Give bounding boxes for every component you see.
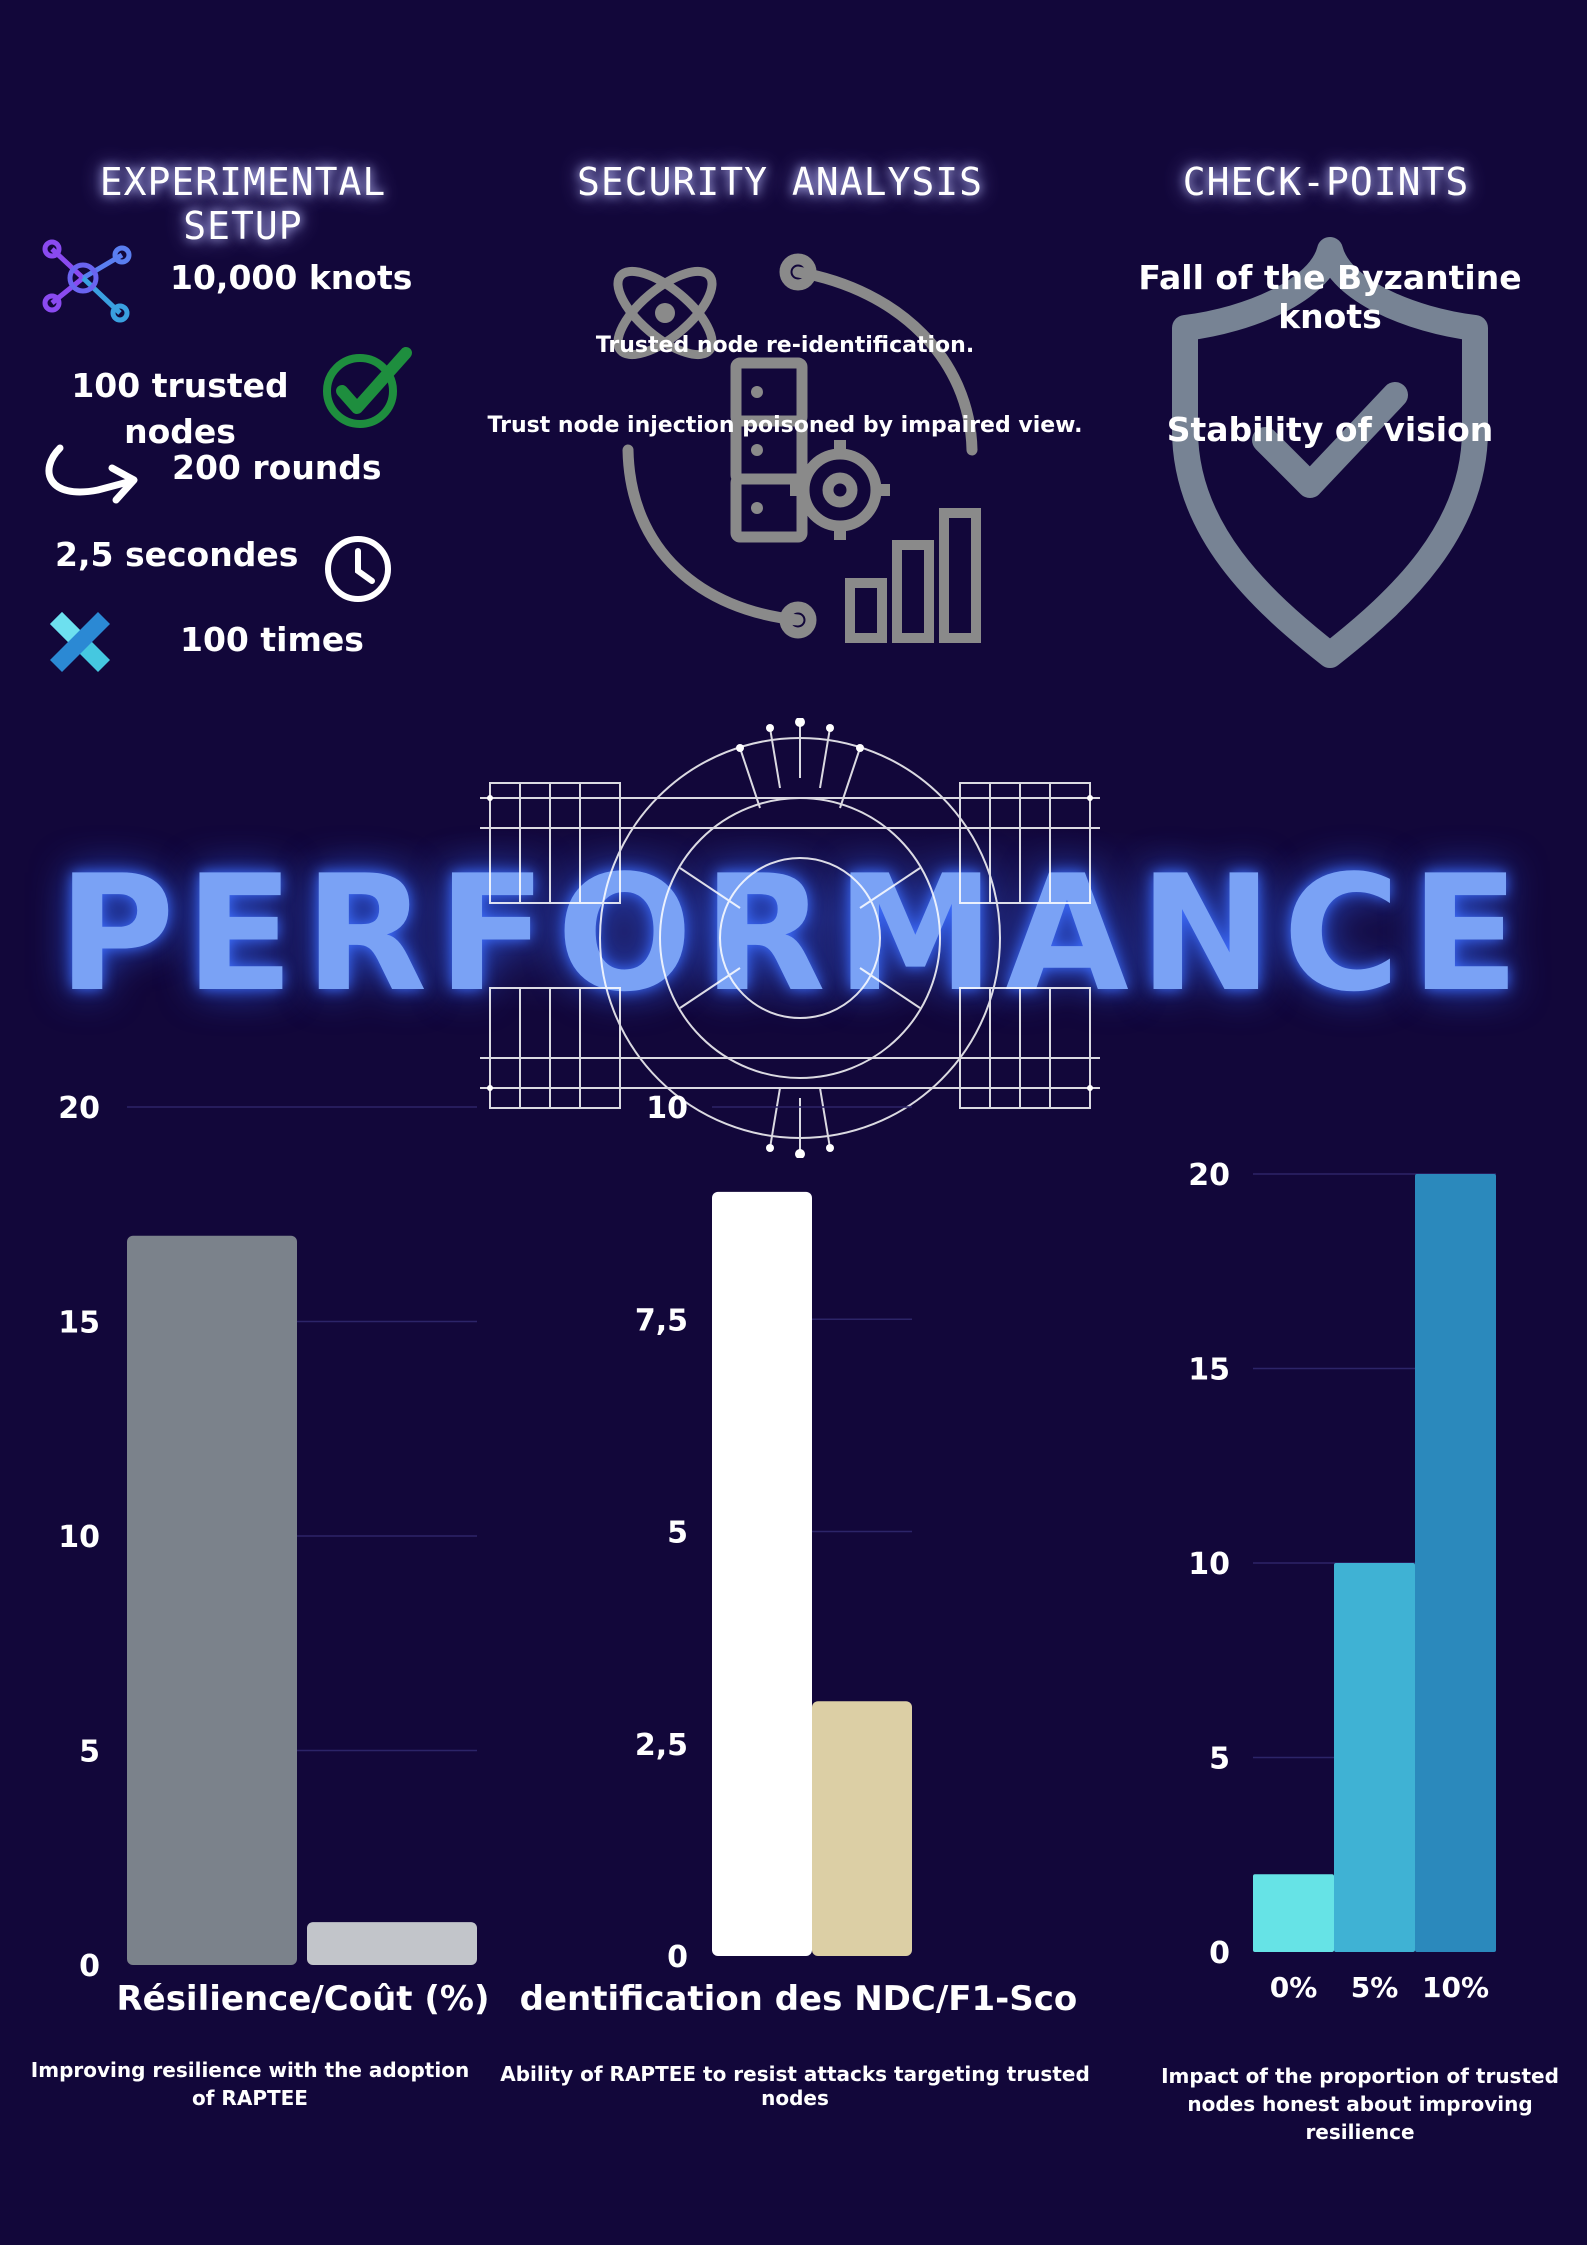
bar-B xyxy=(307,1922,477,1965)
x-tick-label: 5% xyxy=(1351,1971,1399,2004)
y-tick-label: 0 xyxy=(667,1940,688,1975)
y-tick-label: 0 xyxy=(79,1949,100,1984)
bar-A xyxy=(712,1191,812,1956)
chart3-caption: Impact of the proportion of trusted node… xyxy=(1161,2064,1559,2144)
y-tick-label: 5 xyxy=(667,1516,688,1551)
knots-text: 10,000 knots xyxy=(170,258,413,297)
security-item-1: Trusted node re-identification. xyxy=(595,333,975,358)
times-text: 100 times xyxy=(180,620,364,659)
performance-title: PERFORMANCE xyxy=(57,840,1530,1027)
cross-icon xyxy=(50,612,110,672)
curved-arrow-icon xyxy=(45,444,138,504)
bar-0% xyxy=(1253,1874,1334,1952)
y-tick-label: 10 xyxy=(1188,1547,1230,1582)
network-icon xyxy=(42,239,132,323)
chart2-caption: Ability of RAPTEE to resist attacks targ… xyxy=(500,2062,1090,2110)
x-tick-label: 0% xyxy=(1270,1971,1318,2004)
seconds-text: 2,5 secondes xyxy=(55,535,299,574)
checkpoint-item-1: Fall of the Byzantine knots xyxy=(1138,258,1522,336)
atom-icon xyxy=(613,266,717,360)
banner-glow xyxy=(70,820,1520,1020)
chart-title: Identification des NDC/F1-Score xyxy=(520,1979,1080,2019)
clock-icon xyxy=(325,536,391,602)
rounds-text: 200 rounds xyxy=(172,448,382,487)
check-icon xyxy=(323,347,412,428)
server-gear-icon xyxy=(622,253,978,639)
bar-5% xyxy=(1334,1563,1415,1952)
checkpoint-item-2: Stability of vision xyxy=(1166,410,1494,449)
chart-title: Résilience/Coût (%) xyxy=(116,1979,489,2019)
circuit-globe-icon xyxy=(480,718,1100,1158)
y-tick-label: 15 xyxy=(58,1306,100,1341)
chart-identification: 0 2,5 5 7,5 10 Identification des NDC/F1-Scor… xyxy=(520,1091,1080,2019)
y-tick-label: 5 xyxy=(79,1735,100,1770)
chart-resilience: 0 5 10 15 20 Résilience/Coût (%) xyxy=(58,1091,489,2019)
y-tick-label: 10 xyxy=(646,1091,688,1126)
y-tick-label: 7,5 xyxy=(635,1303,688,1338)
y-tick-label: 15 xyxy=(1188,1353,1230,1388)
bar-A xyxy=(127,1235,297,1965)
trusted-nodes-line1: 100 trusted xyxy=(71,366,289,405)
y-tick-label: 0 xyxy=(1209,1936,1230,1971)
setup-title: EXPERIMENTAL SETUP xyxy=(99,160,387,248)
y-tick-label: 2,5 xyxy=(635,1728,688,1763)
y-tick-label: 5 xyxy=(1209,1742,1230,1777)
security-item-2: Trust node injection poisoned by impaire… xyxy=(487,413,1083,438)
x-tick-label: 10% xyxy=(1422,1971,1489,2004)
shield-check-icon xyxy=(1172,237,1488,668)
trusted-nodes-text: 100 trusted nodes xyxy=(60,363,300,455)
y-tick-label: 20 xyxy=(1188,1158,1230,1193)
checkpoints-title: CHECK-POINTS xyxy=(1182,160,1470,204)
bar-signal-icon xyxy=(845,508,981,643)
chart-proportion: 0 5 10 15 20 0% 5% 10% xyxy=(1188,1158,1496,2004)
security-title: SECURITY ANALYSIS xyxy=(577,160,983,204)
bar-B xyxy=(812,1701,912,1956)
bar-10% xyxy=(1415,1174,1496,1952)
chart1-caption: Improving resilience with the adoption o… xyxy=(30,2058,470,2110)
trusted-nodes-line2: nodes xyxy=(124,412,236,451)
y-tick-label: 20 xyxy=(58,1091,100,1126)
y-tick-label: 10 xyxy=(58,1520,100,1555)
